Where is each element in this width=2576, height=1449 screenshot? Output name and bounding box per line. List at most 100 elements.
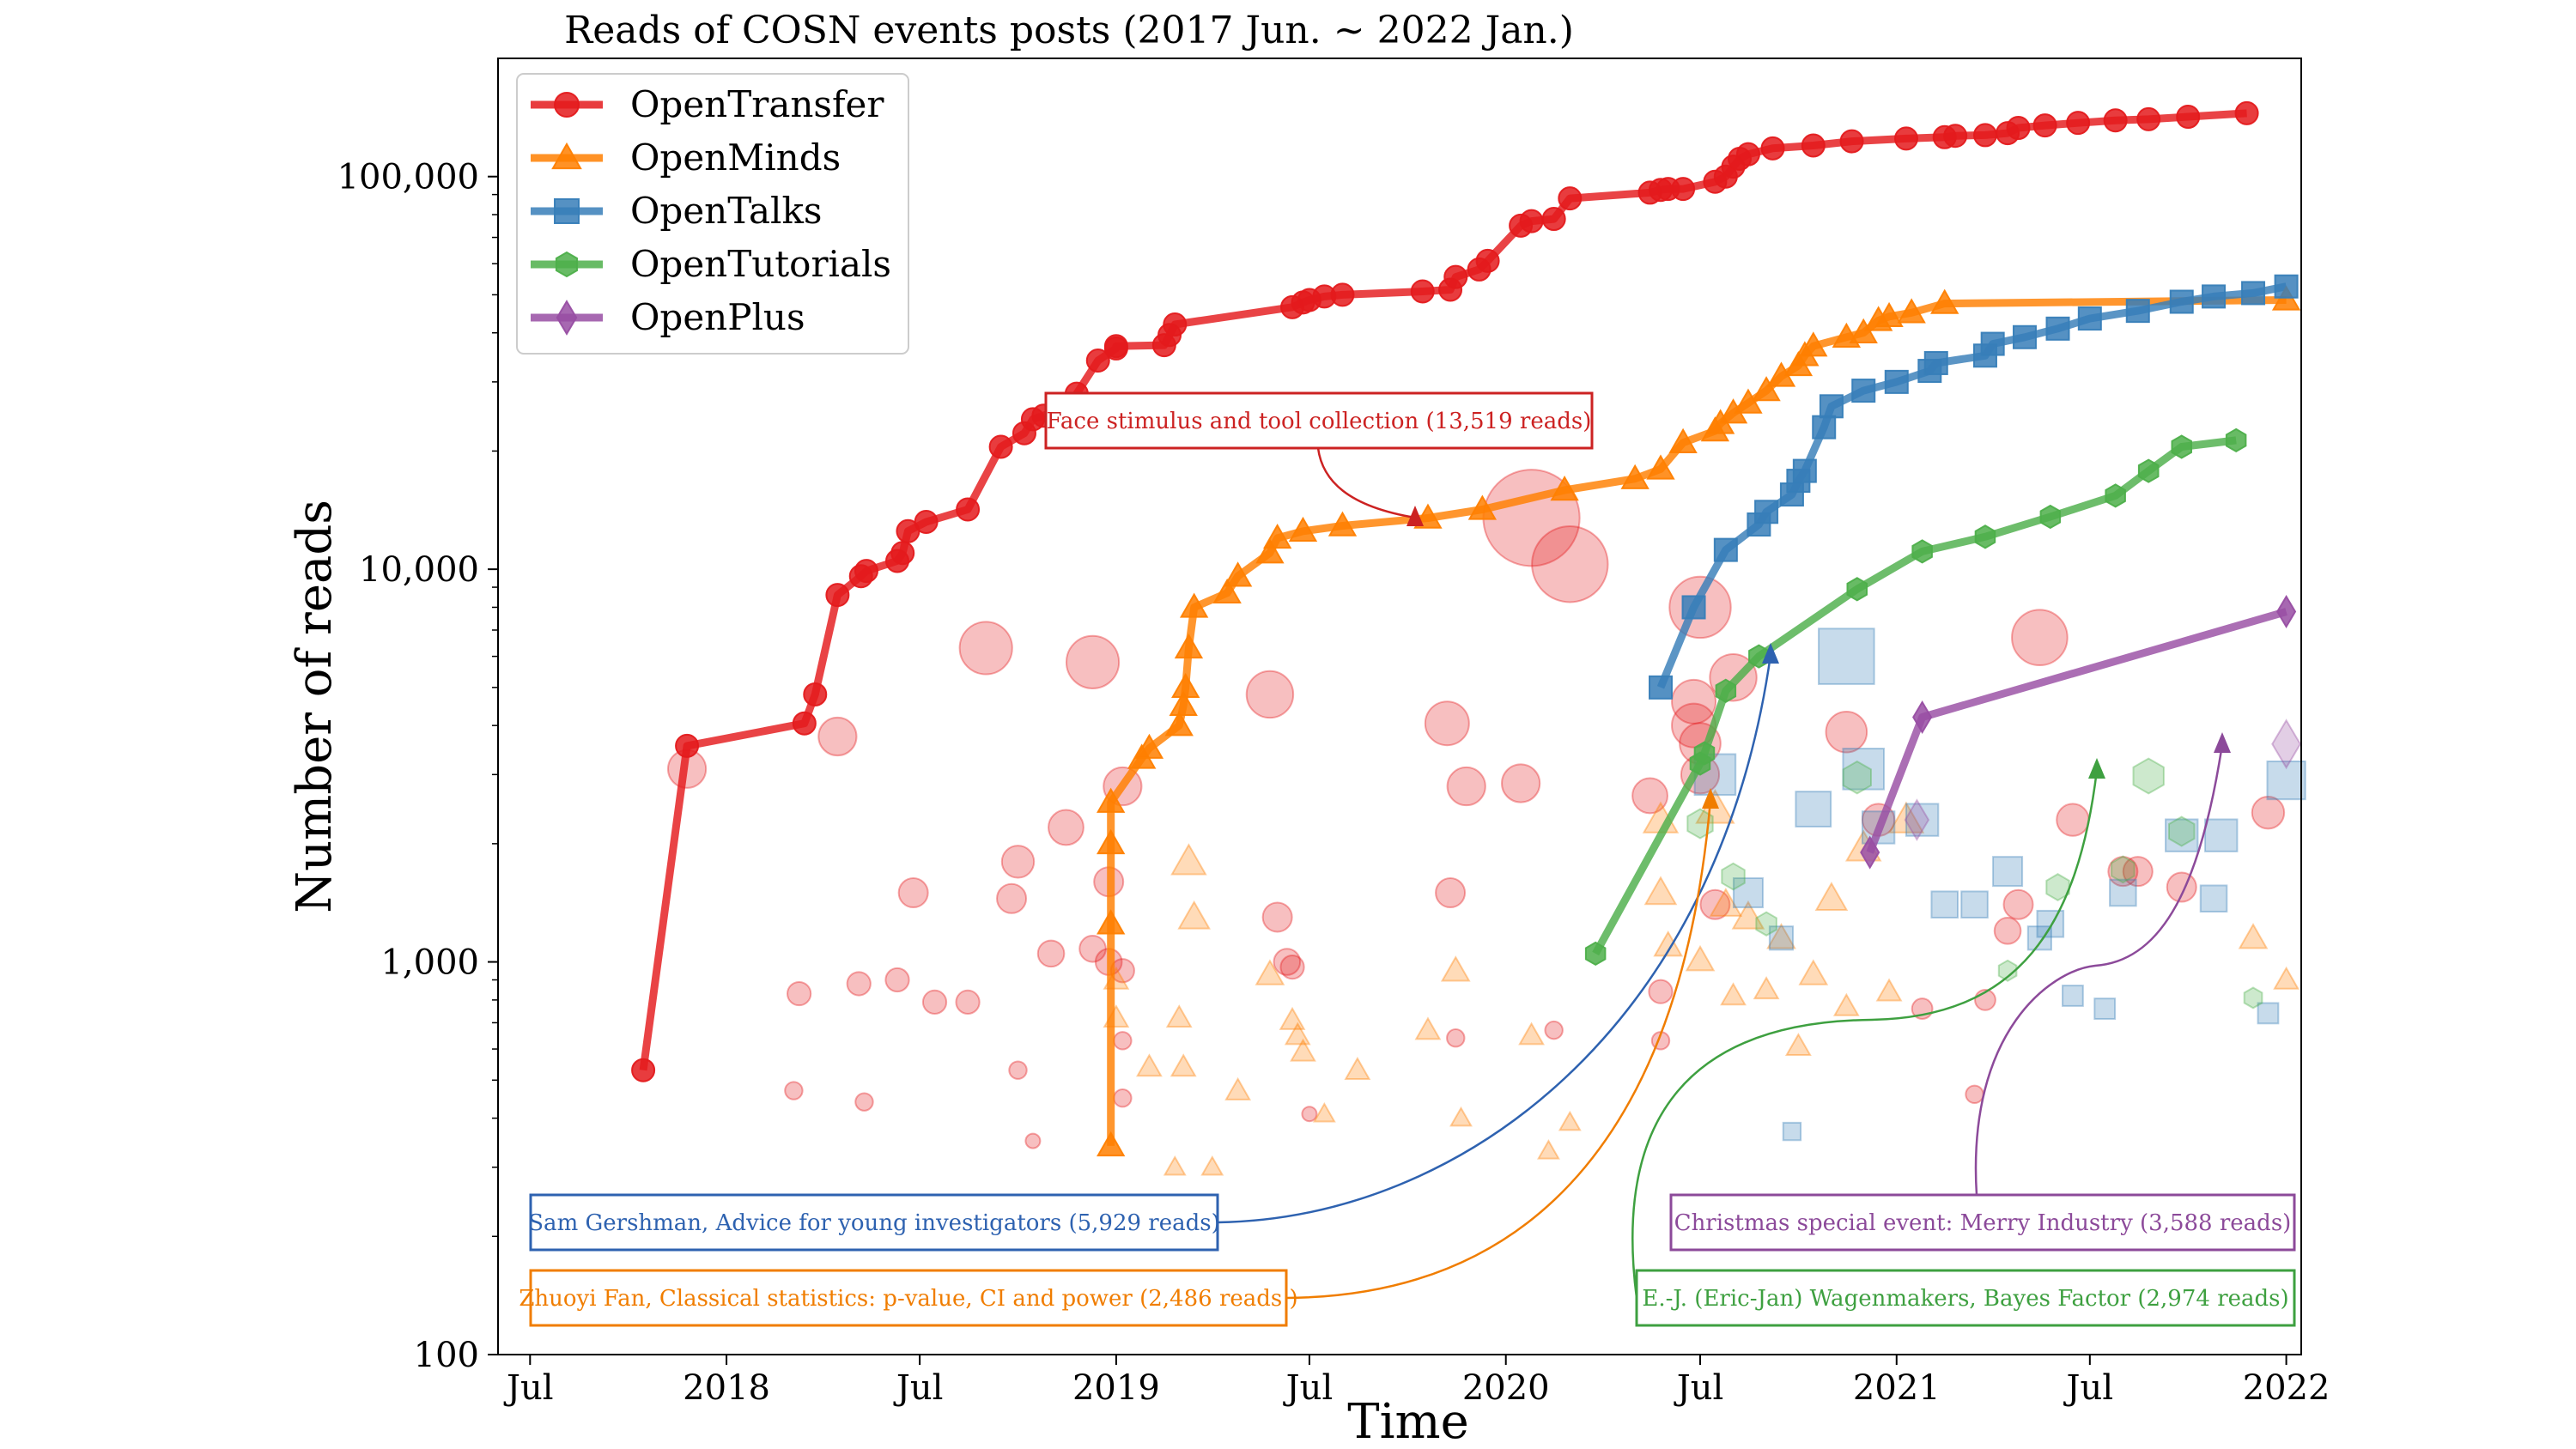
series-point: [2103, 108, 2128, 133]
series-point: [2241, 281, 2266, 306]
post-point: [1279, 955, 1305, 980]
post-point: [1818, 627, 1875, 685]
post-point: [1753, 976, 1780, 1000]
post-point: [2122, 856, 2154, 888]
series-point: [675, 733, 700, 758]
x-tick-label: 2021: [1853, 1368, 1941, 1408]
post-point: [1245, 670, 1295, 719]
legend-swatch-marker: [554, 92, 580, 118]
annotation-arrowhead: [1406, 506, 1424, 526]
series-point: [803, 682, 828, 706]
post-point: [1200, 1155, 1224, 1176]
post-point: [1113, 1031, 1133, 1051]
post-point: [1008, 1060, 1028, 1080]
post-point: [1440, 955, 1471, 982]
post-point: [1930, 890, 1959, 919]
annotation-box: [529, 1269, 1288, 1327]
series-point: [2136, 106, 2161, 131]
series-point: [1085, 349, 1110, 373]
post-point: [2109, 878, 2137, 907]
post-point: [1255, 959, 1285, 985]
series-point: [890, 541, 915, 566]
post-point: [1766, 923, 1796, 949]
post-point: [1518, 1022, 1545, 1046]
x-tick-label: 2022: [2243, 1368, 2330, 1408]
post-point: [1798, 959, 1829, 985]
series-point: [2039, 504, 2062, 530]
x-tick-label: 2020: [1462, 1368, 1550, 1408]
post-point: [1224, 1076, 1252, 1100]
post-point: [1720, 982, 1747, 1006]
series-point: [1262, 523, 1292, 549]
series-point: [1681, 595, 1706, 620]
legend: OpenTransfer OpenMinds OpenTalks OpenTutori…: [516, 73, 909, 355]
series-point: [2105, 483, 2126, 508]
x-tick-label: 2019: [1072, 1368, 1160, 1408]
post-point: [1960, 890, 1989, 919]
y-tick-label: 100,000: [337, 158, 479, 197]
post-point: [2251, 795, 2286, 830]
series-point: [1760, 136, 1785, 161]
series-point: [1519, 209, 1544, 233]
post-point: [958, 621, 1013, 676]
post-point: [2199, 884, 2228, 913]
series-point: [2137, 458, 2160, 483]
annotations-layer: Face stimulus and tool collection (13,51…: [519, 391, 2296, 1327]
series-point: [1974, 524, 1996, 549]
series-point: [1097, 828, 1126, 855]
post-point: [2026, 925, 2052, 951]
post-point: [1344, 1056, 1371, 1080]
post-point: [1731, 900, 1765, 930]
post-point: [1536, 1139, 1560, 1160]
series-point: [2006, 116, 2031, 141]
series-point: [1801, 133, 1826, 158]
series-point: [1467, 494, 1498, 520]
post-point: [1048, 809, 1084, 846]
series-point: [914, 509, 939, 534]
post-point: [1653, 930, 1684, 957]
post-point: [955, 989, 981, 1015]
legend-label: OpenTalks: [630, 190, 822, 232]
series-point: [792, 711, 817, 736]
series-point: [1715, 678, 1737, 703]
series-point: [1930, 288, 1959, 314]
post-point: [2111, 855, 2136, 884]
series-point: [2125, 299, 2150, 324]
legend-swatch-marker: [551, 142, 582, 170]
series-point: [2234, 100, 2259, 125]
post-point: [1165, 1004, 1193, 1028]
post-point: [2062, 985, 2084, 1007]
post-point: [996, 882, 1028, 914]
series-point: [1693, 741, 1716, 766]
series-point: [1620, 464, 1649, 489]
legend-label: OpenTutorials: [630, 243, 891, 285]
post-point: [1768, 925, 1795, 951]
post-point: [1273, 948, 1302, 976]
series-point: [1923, 350, 1948, 375]
post-point: [1875, 978, 1903, 1002]
series-point: [1980, 331, 2005, 356]
x-tick-label: Jul: [1283, 1368, 1334, 1408]
post-point: [1643, 876, 1678, 906]
series-point: [2077, 306, 2102, 331]
series-point: [1792, 458, 1817, 483]
series-point: [1668, 427, 1698, 453]
post-point: [1544, 1020, 1564, 1040]
post-point: [2166, 871, 2197, 903]
post-point: [1755, 911, 1777, 937]
x-tick-label: Jul: [2063, 1368, 2114, 1408]
series-point: [1541, 207, 1566, 232]
series-point: [2171, 434, 2192, 459]
series-point: [1223, 561, 1253, 587]
post-point: [921, 989, 948, 1015]
post-point: [1163, 1155, 1187, 1176]
series-point: [1646, 454, 1675, 480]
post-point: [2045, 873, 2070, 901]
post-point: [1261, 901, 1293, 933]
y-tick-label: 1,000: [380, 943, 479, 983]
annotation-arrow: [1285, 799, 1712, 1300]
post-point: [1501, 763, 1541, 803]
series-point: [1179, 592, 1209, 618]
post-point: [1721, 862, 1746, 891]
post-point: [1424, 700, 1470, 747]
